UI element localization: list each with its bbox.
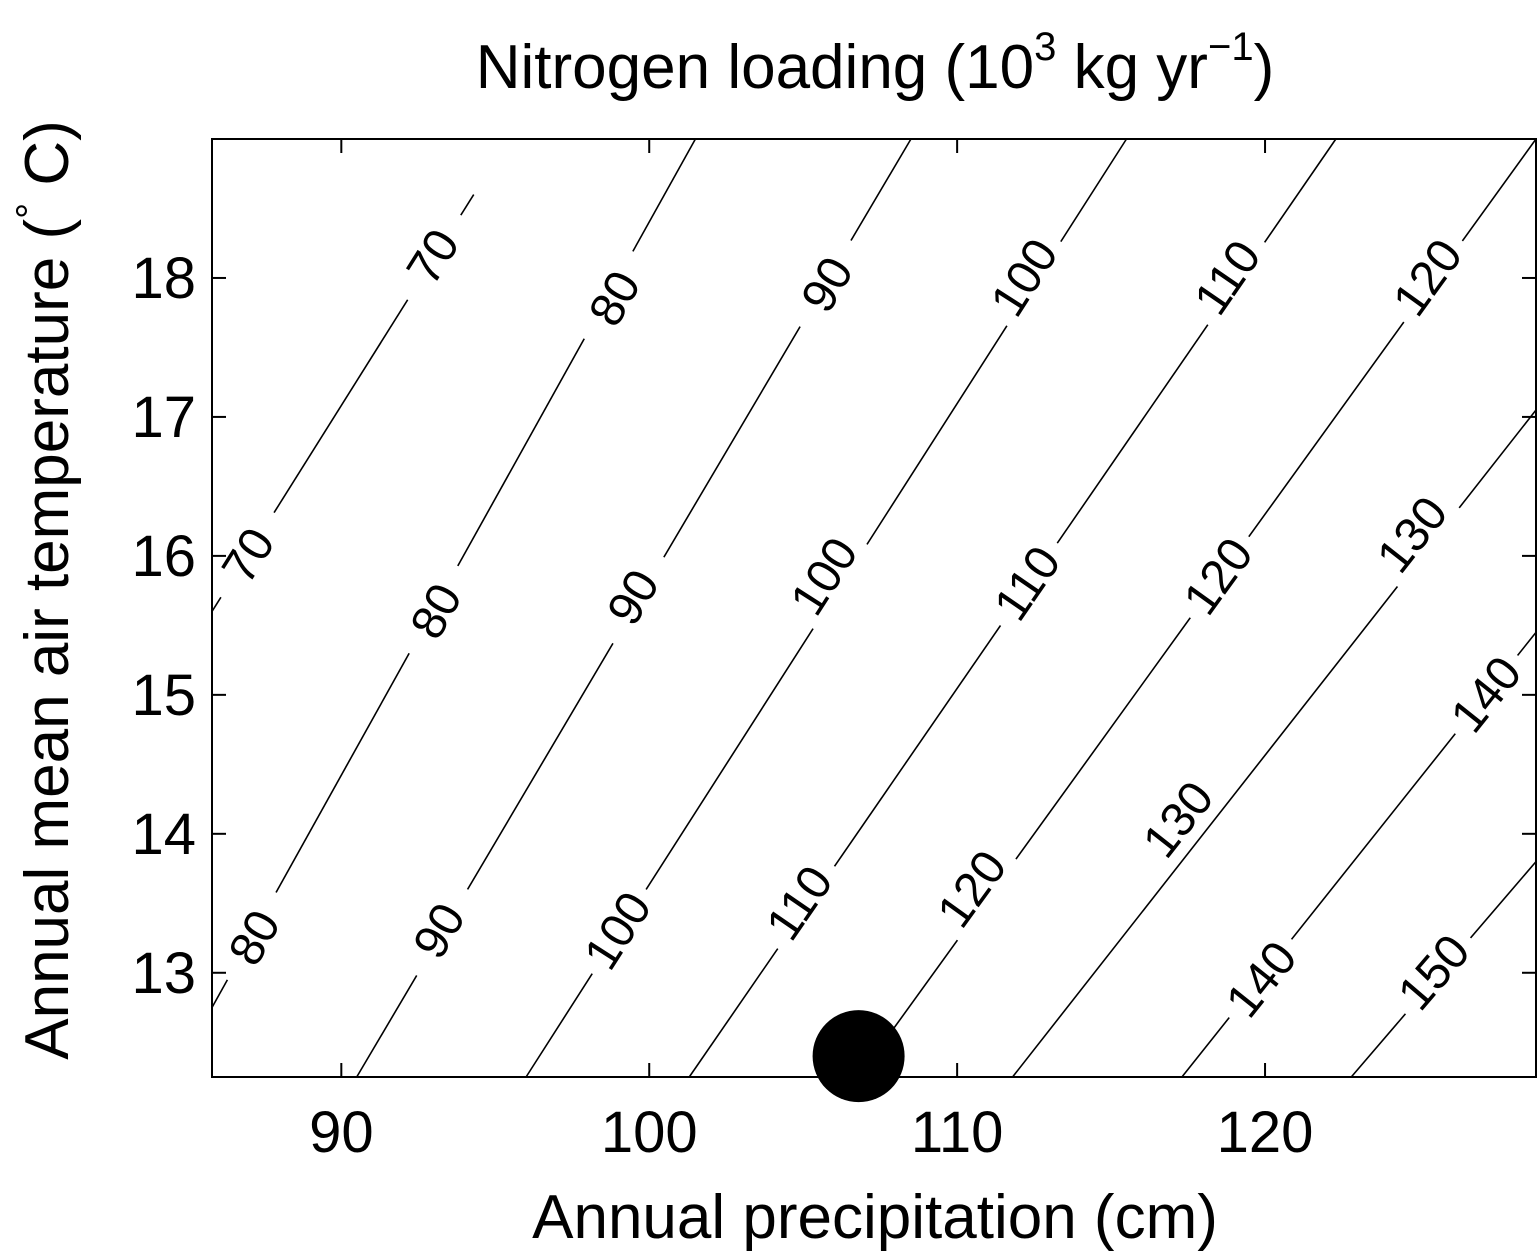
contour-label-gap	[568, 242, 663, 356]
y-tick-label: 15	[131, 663, 196, 728]
y-tick-label: 17	[131, 385, 196, 450]
contour-label-gap	[389, 555, 484, 668]
markers	[812, 1010, 905, 1103]
contour-label-gap	[569, 874, 668, 988]
contour-labels: 7070808080909090100100100110110110120120…	[200, 200, 1538, 1036]
contour-label-gap	[385, 200, 483, 314]
chart-title-unit-exponent: −1	[1208, 25, 1254, 69]
contour-label-gap	[1210, 924, 1314, 1036]
chart-title-close: )	[1254, 33, 1275, 102]
y-axis-label-prefix: Annual mean air temperature (	[13, 219, 82, 1060]
x-axis-ticks: 90 100 110 120	[309, 139, 1313, 1165]
chart-title-exponent: 3	[1034, 25, 1056, 69]
contour-label-gap	[1382, 917, 1487, 1028]
contour-label-gap	[779, 228, 876, 342]
chart-title-unit: kg yr	[1056, 33, 1208, 102]
contour-label-gap	[1168, 520, 1270, 633]
y-tick-label: 13	[131, 941, 196, 1006]
contour-label-gap	[750, 847, 850, 960]
contour-label-gap	[1377, 222, 1479, 334]
y-axis-label-degree: °	[9, 203, 53, 219]
x-tick-label: 120	[1217, 1100, 1314, 1165]
x-tick-label: 110	[911, 1100, 1003, 1165]
contour-label-gap	[978, 527, 1078, 640]
y-tick-label: 16	[131, 524, 196, 589]
contour-label-gap	[392, 874, 488, 988]
y-axis-label: Annual mean air temperature (° C)	[9, 120, 82, 1060]
contour-label-gap	[1127, 764, 1231, 876]
y-tick-label: 14	[131, 802, 196, 867]
x-axis-label: Annual precipitation (cm)	[532, 1183, 1218, 1252]
y-axis-label-suffix: C)	[13, 120, 82, 203]
contour-label-gap	[200, 499, 298, 613]
chart-title: Nitrogen loading (103 kg yr−1)	[476, 25, 1274, 102]
x-tick-label: 100	[601, 1100, 698, 1165]
contour-label-gap	[208, 881, 303, 995]
contour-label-gap	[1435, 639, 1538, 751]
contour-label-gap	[1178, 222, 1278, 334]
contour-label-gap	[976, 221, 1074, 335]
y-tick-label: 18	[131, 246, 196, 311]
x-tick-label: 90	[309, 1100, 374, 1165]
contour-label-gap	[586, 541, 682, 654]
chart-title-base: Nitrogen loading (10	[476, 33, 1034, 102]
contour-label-gap	[922, 833, 1023, 946]
y-axis-ticks: 13 14 15 16 17 18	[131, 246, 1536, 1006]
contour-label-gap	[775, 520, 874, 633]
plot-frame	[211, 138, 1537, 1078]
highlight-point	[812, 1010, 905, 1103]
contour-label-gap	[1361, 479, 1465, 591]
